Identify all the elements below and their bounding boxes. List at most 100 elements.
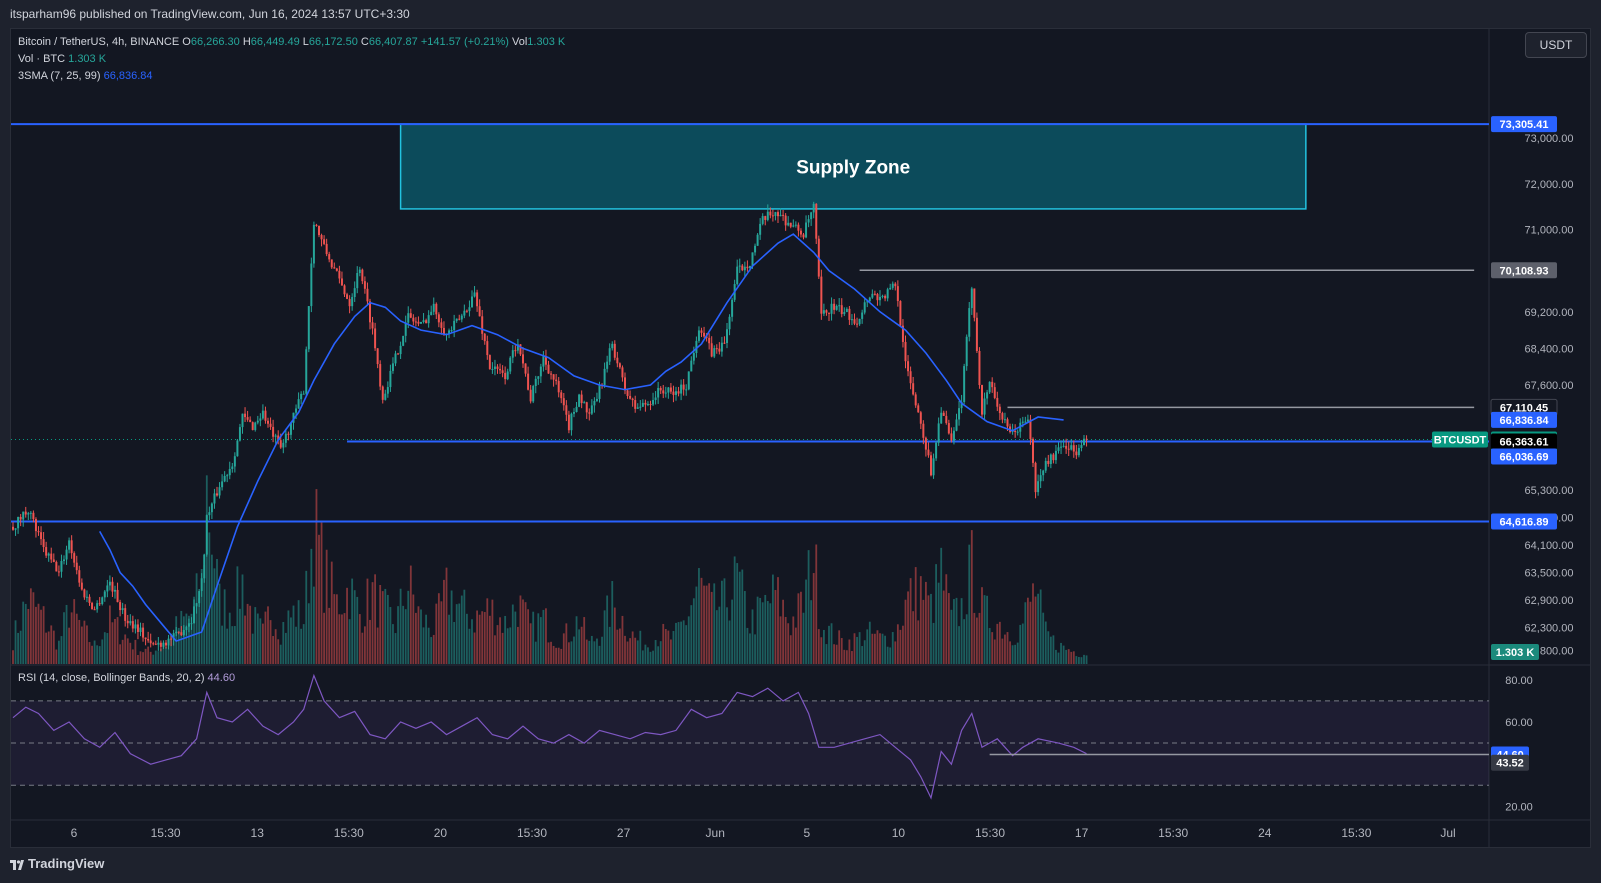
- rsi-legend[interactable]: RSI (14, close, Bollinger Bands, 20, 2) …: [18, 670, 235, 687]
- volume-bar: [200, 569, 203, 664]
- candle-body: [330, 259, 333, 268]
- volume-bar: [328, 607, 331, 664]
- candle-body: [1054, 450, 1057, 461]
- candle-body: [1085, 438, 1088, 440]
- price-axis-label[interactable]: 64,616.89: [1491, 513, 1557, 530]
- price-axis-label[interactable]: 66,036.69: [1491, 448, 1557, 465]
- candle-body: [358, 269, 361, 273]
- candle-body: [986, 392, 989, 399]
- candle-body: [792, 225, 795, 227]
- candle-body: [432, 303, 435, 312]
- candle-body: [114, 589, 116, 592]
- volume-bar: [983, 595, 986, 664]
- volume-bar: [1032, 583, 1034, 664]
- candle-body: [394, 353, 397, 364]
- volume-bar: [884, 635, 886, 664]
- volume-bar: [942, 590, 945, 664]
- volume-bar: [409, 565, 412, 664]
- currency-button[interactable]: USDT: [1525, 32, 1587, 58]
- volume-bar: [302, 624, 305, 664]
- candle-body: [121, 608, 124, 611]
- volume-bar: [47, 631, 50, 664]
- candle-body: [111, 581, 114, 592]
- volume-bar: [1075, 656, 1078, 664]
- candle-body: [193, 606, 196, 624]
- candle-body: [516, 344, 519, 351]
- candle-body: [682, 384, 685, 390]
- legend-volume[interactable]: Vol · BTC 1.303 K: [18, 51, 565, 68]
- candle-body: [703, 332, 706, 337]
- candle-body: [310, 263, 313, 307]
- candle-body: [282, 442, 285, 448]
- volume-bar: [649, 651, 652, 664]
- candle-body: [249, 419, 252, 423]
- volume-bar: [838, 630, 841, 664]
- candle-body: [190, 623, 193, 625]
- volume-bar: [792, 616, 795, 664]
- volume-bar: [1072, 651, 1075, 664]
- volume-bar: [782, 599, 784, 664]
- candle-body: [873, 293, 876, 295]
- candle-body: [779, 214, 782, 217]
- candle-body: [295, 408, 298, 413]
- candle-body: [746, 266, 749, 269]
- volume-bar: [223, 589, 226, 664]
- volume-bar: [927, 595, 930, 664]
- price-axis-label[interactable]: 66,363.61: [1491, 433, 1557, 450]
- chart-pane[interactable]: Supply Zone 73,000.00 72,000.00 71,000.00 69…: [10, 28, 1591, 848]
- volume-bar: [817, 629, 820, 664]
- candle-body: [641, 402, 644, 407]
- chart-canvas[interactable]: Supply Zone 73,000.00 72,000.00 71,000.00 69…: [11, 29, 1590, 847]
- candle-body: [1049, 454, 1052, 464]
- candle-body: [639, 406, 642, 408]
- volume-bar: [789, 635, 792, 664]
- volume-bar: [218, 583, 221, 664]
- candle-body: [810, 212, 813, 220]
- candle-body: [848, 308, 851, 320]
- price-axis-label[interactable]: 73,305.41: [1491, 116, 1557, 133]
- candle-body: [427, 315, 430, 324]
- candle-body: [884, 295, 887, 299]
- candle-body: [57, 571, 60, 573]
- candle-body: [167, 638, 170, 646]
- legend-vol-value: 1.303 K: [68, 53, 107, 65]
- volume-bar: [361, 632, 364, 664]
- candle-body: [75, 562, 78, 571]
- volume-bar: [458, 603, 461, 664]
- supply-zone-box[interactable]: [399, 123, 1307, 210]
- rsi-axis-label-text: 43.52: [1496, 758, 1524, 770]
- volume-bar: [277, 639, 280, 664]
- volume-bar: [295, 626, 297, 664]
- candle-body: [116, 589, 119, 603]
- candle-body: [47, 553, 50, 556]
- candle-body: [45, 547, 48, 556]
- legend-symbol[interactable]: Bitcoin / TetherUS, 4h, BINANCE: [18, 36, 180, 48]
- volume-bar: [1055, 649, 1057, 664]
- candle-body: [930, 455, 932, 476]
- legend-sma[interactable]: 3SMA (7, 25, 99) 66,836.84: [18, 68, 565, 85]
- candle-body: [886, 289, 889, 299]
- price-axis-label[interactable]: 67,110.45: [1490, 398, 1558, 416]
- candle-body: [279, 440, 282, 448]
- chart-legend: Bitcoin / TetherUS, 4h, BINANCE O66,266.…: [18, 34, 565, 85]
- rsi-line: [12, 673, 1087, 800]
- volume-bar: [50, 625, 53, 664]
- volume-bar: [78, 619, 81, 664]
- volume-bar: [835, 644, 838, 664]
- price-axis-label[interactable]: 66,836.84: [1491, 411, 1557, 428]
- volume-bar: [284, 632, 287, 664]
- candle-body: [649, 403, 652, 405]
- candle-body: [131, 621, 134, 629]
- volume-bar: [70, 612, 73, 664]
- price-axis-label[interactable]: 70,108.93: [1491, 262, 1557, 279]
- volume-bar: [565, 623, 568, 664]
- candle-body: [154, 643, 157, 645]
- volume-bar: [297, 600, 300, 664]
- volume-bar: [1070, 651, 1073, 664]
- time-tick-label: 15:30: [1341, 826, 1371, 840]
- volume-bar: [695, 586, 698, 664]
- volume-bar: [746, 627, 749, 664]
- volume-bar: [58, 640, 60, 664]
- volume-bar: [73, 599, 76, 664]
- volume-bar: [180, 610, 183, 664]
